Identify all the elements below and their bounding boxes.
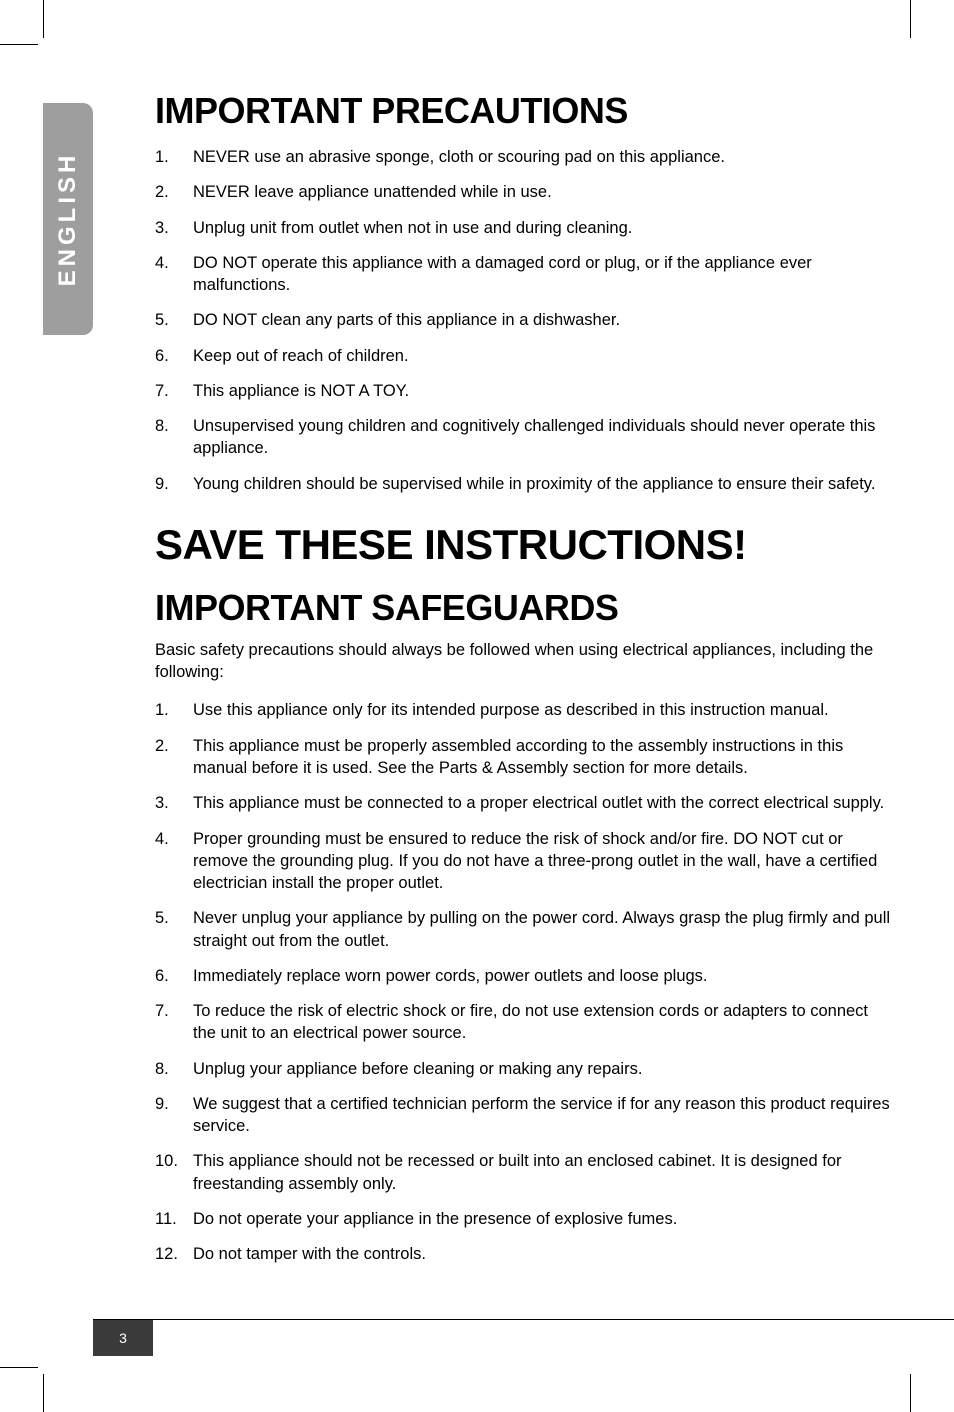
list-number: 5. [155, 309, 193, 331]
crop-mark [910, 1374, 911, 1412]
list-item: 7.This appliance is NOT A TOY. [155, 380, 895, 402]
list-item: 7.To reduce the risk of electric shock o… [155, 1000, 895, 1045]
list-text: Do not operate your appliance in the pre… [193, 1208, 895, 1230]
list-text: To reduce the risk of electric shock or … [193, 1000, 895, 1045]
page-number-value: 3 [119, 1330, 127, 1346]
list-item: 9.We suggest that a certified technician… [155, 1093, 895, 1138]
footer-rule [93, 1319, 954, 1320]
list-number: 4. [155, 828, 193, 895]
list-number: 3. [155, 217, 193, 239]
list-text: We suggest that a certified technician p… [193, 1093, 895, 1138]
list-text: This appliance must be connected to a pr… [193, 792, 895, 814]
list-text: Immediately replace worn power cords, po… [193, 965, 895, 987]
list-number: 4. [155, 252, 193, 297]
list-number: 6. [155, 965, 193, 987]
list-text: Do not tamper with the controls. [193, 1243, 895, 1265]
list-item: 9.Young children should be supervised wh… [155, 473, 895, 495]
crop-mark [910, 0, 911, 38]
precautions-list: 1.NEVER use an abrasive sponge, cloth or… [155, 146, 895, 495]
list-number: 2. [155, 735, 193, 780]
list-text: This appliance should not be recessed or… [193, 1150, 895, 1195]
list-number: 5. [155, 907, 193, 952]
crop-mark [0, 1367, 38, 1368]
list-number: 2. [155, 181, 193, 203]
list-item: 4.DO NOT operate this appliance with a d… [155, 252, 895, 297]
language-tab-label: ENGLISH [54, 152, 82, 287]
list-text: NEVER use an abrasive sponge, cloth or s… [193, 146, 895, 168]
list-item: 10.This appliance should not be recessed… [155, 1150, 895, 1195]
list-item: 12.Do not tamper with the controls. [155, 1243, 895, 1265]
list-number: 1. [155, 146, 193, 168]
list-text: NEVER leave appliance unattended while i… [193, 181, 895, 203]
list-text: Keep out of reach of children. [193, 345, 895, 367]
list-item: 5.DO NOT clean any parts of this applian… [155, 309, 895, 331]
list-text: Unsupervised young children and cognitiv… [193, 415, 895, 460]
list-item: 1.NEVER use an abrasive sponge, cloth or… [155, 146, 895, 168]
list-text: Unplug unit from outlet when not in use … [193, 217, 895, 239]
list-number: 7. [155, 1000, 193, 1045]
list-number: 3. [155, 792, 193, 814]
crop-mark [0, 44, 38, 45]
list-number: 7. [155, 380, 193, 402]
list-item: 1.Use this appliance only for its intend… [155, 699, 895, 721]
precautions-heading: IMPORTANT PRECAUTIONS [155, 90, 895, 132]
list-item: 3.This appliance must be connected to a … [155, 792, 895, 814]
crop-mark [43, 1374, 44, 1412]
list-number: 10. [155, 1150, 193, 1195]
save-instructions-heading: SAVE THESE INSTRUCTIONS! [155, 521, 895, 569]
manual-page: ENGLISH IMPORTANT PRECAUTIONS 1.NEVER us… [0, 0, 954, 1412]
list-number: 9. [155, 1093, 193, 1138]
safeguards-heading: IMPORTANT SAFEGUARDS [155, 587, 895, 629]
list-item: 2.NEVER leave appliance unattended while… [155, 181, 895, 203]
list-text: DO NOT operate this appliance with a dam… [193, 252, 895, 297]
list-number: 8. [155, 415, 193, 460]
list-item: 11.Do not operate your appliance in the … [155, 1208, 895, 1230]
list-number: 11. [155, 1208, 193, 1230]
crop-mark [43, 0, 44, 38]
list-text: Never unplug your appliance by pulling o… [193, 907, 895, 952]
list-item: 6.Keep out of reach of children. [155, 345, 895, 367]
list-item: 5.Never unplug your appliance by pulling… [155, 907, 895, 952]
list-text: Use this appliance only for its intended… [193, 699, 895, 721]
list-item: 8.Unsupervised young children and cognit… [155, 415, 895, 460]
safeguards-intro: Basic safety precautions should always b… [155, 639, 895, 684]
page-content: IMPORTANT PRECAUTIONS 1.NEVER use an abr… [155, 90, 895, 1279]
list-text: Young children should be supervised whil… [193, 473, 895, 495]
list-text: This appliance is NOT A TOY. [193, 380, 895, 402]
list-text: DO NOT clean any parts of this appliance… [193, 309, 895, 331]
list-text: Proper grounding must be ensured to redu… [193, 828, 895, 895]
safeguards-list: 1.Use this appliance only for its intend… [155, 699, 895, 1265]
list-item: 6.Immediately replace worn power cords, … [155, 965, 895, 987]
list-item: 2.This appliance must be properly assemb… [155, 735, 895, 780]
list-number: 1. [155, 699, 193, 721]
page-number: 3 [93, 1320, 153, 1356]
list-number: 6. [155, 345, 193, 367]
list-number: 12. [155, 1243, 193, 1265]
list-item: 3.Unplug unit from outlet when not in us… [155, 217, 895, 239]
list-text: This appliance must be properly assemble… [193, 735, 895, 780]
list-number: 8. [155, 1058, 193, 1080]
list-number: 9. [155, 473, 193, 495]
language-tab: ENGLISH [43, 103, 93, 335]
list-item: 4.Proper grounding must be ensured to re… [155, 828, 895, 895]
list-text: Unplug your appliance before cleaning or… [193, 1058, 895, 1080]
list-item: 8.Unplug your appliance before cleaning … [155, 1058, 895, 1080]
